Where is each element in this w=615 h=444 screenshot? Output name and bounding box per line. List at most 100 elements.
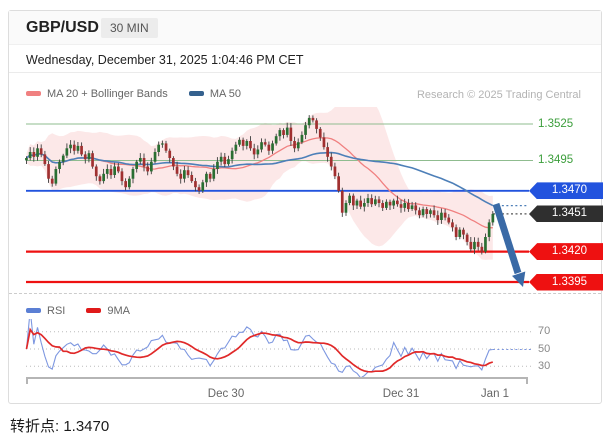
candle-down xyxy=(33,152,36,157)
candle-up xyxy=(227,159,230,164)
candle-down xyxy=(414,205,417,210)
candle-up xyxy=(492,214,495,223)
candle-down xyxy=(264,142,267,144)
rsi-panel[interactable] xyxy=(9,319,603,377)
candle-down xyxy=(293,141,296,148)
candle-down xyxy=(370,198,373,204)
candle-up xyxy=(58,162,61,169)
candle-down xyxy=(176,167,179,174)
candle-up xyxy=(308,118,311,125)
price-chart-canvas[interactable] xyxy=(9,107,603,297)
panel-separator xyxy=(9,293,601,294)
candle-up xyxy=(374,199,377,204)
candle-up xyxy=(62,156,65,162)
candle-up xyxy=(440,213,443,220)
candle-down xyxy=(146,167,149,172)
candle-down xyxy=(436,215,439,220)
x-axis-left-tick[interactable] xyxy=(26,377,28,384)
candle-down xyxy=(481,247,484,252)
candle-up xyxy=(102,174,105,181)
price-chart[interactable] xyxy=(9,107,603,297)
rsi-grid-label: 50 xyxy=(538,343,550,356)
research-credit: Research © 2025 Trading Central xyxy=(417,89,581,101)
candle-down xyxy=(396,201,399,205)
candle-up xyxy=(304,125,307,135)
candle-down xyxy=(341,191,344,213)
legend-rsi: RSI xyxy=(26,305,65,317)
candle-up xyxy=(201,182,204,191)
candle-up xyxy=(157,145,160,152)
x-axis-scrollbar[interactable] xyxy=(26,377,528,379)
candle-down xyxy=(477,242,480,247)
candle-down xyxy=(312,118,315,120)
bollinger-band-fill xyxy=(27,107,493,260)
candle-down xyxy=(209,174,212,179)
candle-down xyxy=(121,171,124,181)
legend-ma50: MA 50 xyxy=(189,88,241,100)
candle-down xyxy=(124,181,127,187)
candle-up xyxy=(139,158,142,162)
candle-down xyxy=(190,175,193,181)
rsi-legend: RSI 9MA xyxy=(26,305,148,319)
candle-down xyxy=(455,227,458,237)
candle-down xyxy=(282,130,285,135)
candle-down xyxy=(242,140,245,146)
candle-down xyxy=(95,167,98,177)
x-axis-label: Dec 31 xyxy=(383,388,419,400)
candle-down xyxy=(400,204,403,208)
legend-9ma-label: 9MA xyxy=(107,305,130,317)
candle-down xyxy=(444,213,447,218)
candle-up xyxy=(135,162,138,169)
price-level-label: 1.3495 xyxy=(538,153,573,167)
candle-up xyxy=(36,148,39,157)
candle-down xyxy=(165,143,168,150)
candle-down xyxy=(40,148,43,154)
candle-up xyxy=(246,141,249,146)
candle-down xyxy=(319,129,322,138)
candle-down xyxy=(470,242,473,249)
candle-up xyxy=(150,162,153,172)
candle-up xyxy=(66,148,69,155)
candle-down xyxy=(407,203,410,209)
candle-up xyxy=(205,174,208,183)
support-target-price-tag: 1.3420 xyxy=(529,243,603,260)
legend-9ma: 9MA xyxy=(86,305,130,317)
rsi-swatch-icon xyxy=(26,308,41,313)
candle-up xyxy=(356,201,359,206)
candle-up xyxy=(392,201,395,206)
candle-down xyxy=(198,187,201,191)
rsi-canvas[interactable] xyxy=(9,319,603,377)
x-axis-right-tick[interactable] xyxy=(526,377,528,384)
candle-up xyxy=(128,179,131,188)
candle-down xyxy=(73,145,76,151)
legend-ma20-bollinger: MA 20 + Bollinger Bands xyxy=(26,88,168,100)
chart-page: GBP/USD 30 MIN Wednesday, December 31, 2… xyxy=(0,0,615,444)
candle-down xyxy=(359,201,362,207)
candle-down xyxy=(44,154,47,164)
candle-down xyxy=(172,158,175,167)
candle-up xyxy=(297,142,300,148)
candle-down xyxy=(268,145,271,151)
candle-down xyxy=(80,146,83,155)
timestamp: Wednesday, December 31, 2025 1:04:46 PM … xyxy=(26,53,303,67)
timeframe-badge: 30 MIN xyxy=(101,18,158,38)
candle-down xyxy=(51,179,54,184)
candle-down xyxy=(223,157,226,164)
candle-down xyxy=(110,169,113,175)
chart-card: GBP/USD 30 MIN Wednesday, December 31, 2… xyxy=(8,10,602,404)
overlay-legend: MA 20 + Bollinger Bands MA 50 Research ©… xyxy=(26,88,586,104)
card-header: GBP/USD 30 MIN xyxy=(9,11,601,45)
candle-up xyxy=(403,203,406,208)
candle-up xyxy=(385,202,388,208)
last-price-price-tag: 1.3451 xyxy=(529,205,603,222)
candle-down xyxy=(253,148,256,154)
x-axis-label: Dec 30 xyxy=(208,388,244,400)
candle-up xyxy=(286,128,289,135)
forecast-arrow-head xyxy=(512,272,525,288)
candle-down xyxy=(337,176,340,191)
candle-up xyxy=(29,152,32,158)
candle-down xyxy=(187,170,190,175)
candle-up xyxy=(422,209,425,215)
candle-up xyxy=(132,169,135,179)
candle-up xyxy=(106,169,109,174)
